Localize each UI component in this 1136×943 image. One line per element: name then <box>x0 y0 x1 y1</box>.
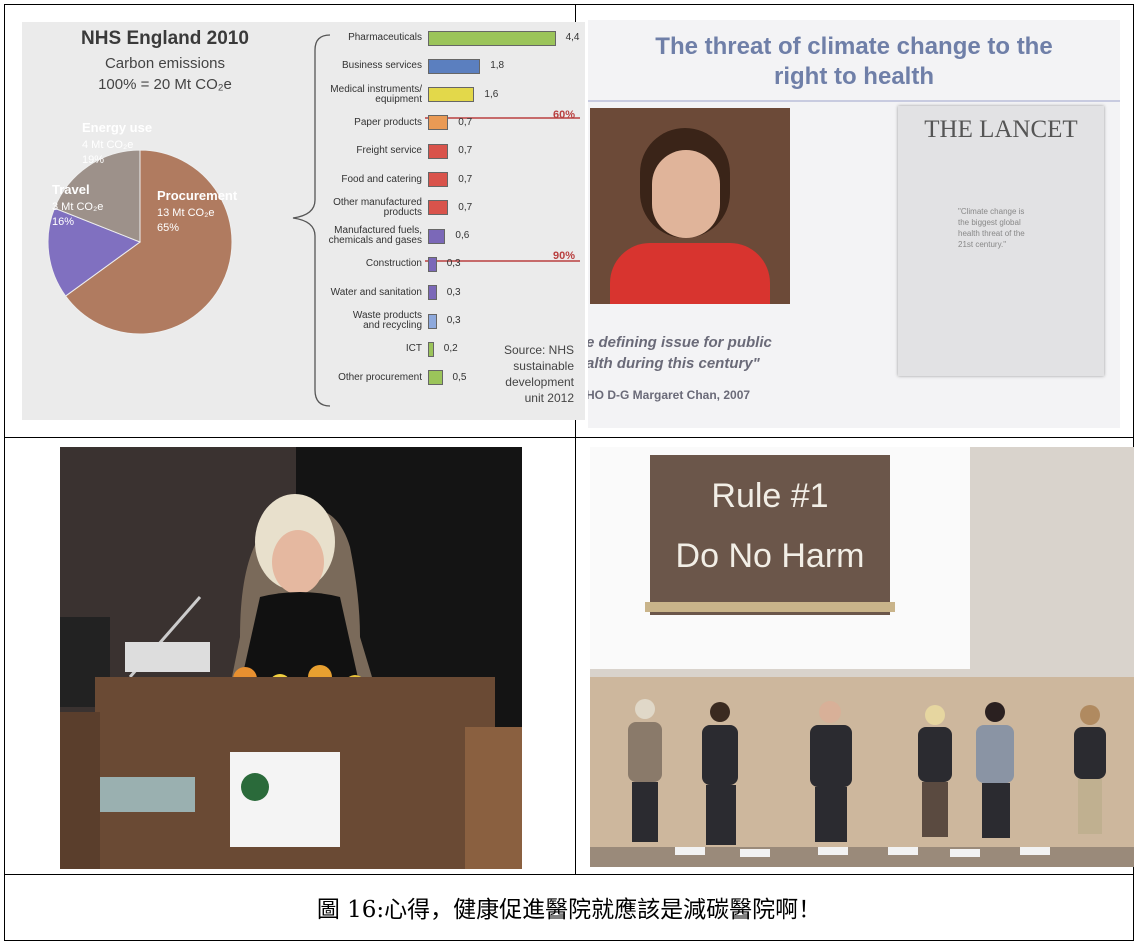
border <box>4 437 1134 438</box>
border <box>4 4 1134 5</box>
bar-label: Business services <box>342 61 422 71</box>
slice-amount: 3 Mt CO₂e <box>52 201 103 213</box>
bar-label: Waste products and recycling <box>353 311 422 331</box>
slide-title: The threat of climate change to the righ… <box>588 32 1120 92</box>
bar <box>428 200 448 215</box>
bar-label: Manufactured fuels, chemicals and gases <box>329 226 422 246</box>
slice-label: 16% <box>52 216 74 228</box>
bar-label: Construction <box>366 259 422 269</box>
ledge <box>645 602 895 612</box>
bar-label: ICT <box>406 344 422 354</box>
slice-amount: 4 Mt CO₂e <box>82 139 133 151</box>
value-label: 0,7 <box>458 202 472 213</box>
slice-name: Procurement <box>157 188 238 203</box>
bar-label: Medical instruments/ equipment <box>330 85 422 105</box>
chart-title: NHS England 2010 <box>81 28 249 49</box>
value-label: 1,8 <box>490 60 504 71</box>
bar <box>428 115 448 130</box>
value-label: 0,5 <box>453 372 467 383</box>
chart-subtitle: Carbon emissions <box>105 55 225 72</box>
bar <box>428 59 480 74</box>
slide: The threat of climate change to the righ… <box>588 20 1120 428</box>
slice-label: 65% <box>157 222 179 234</box>
value-label: 0,2 <box>444 343 458 354</box>
chalkboard: Rule #1 Do No Harm <box>650 455 890 615</box>
photo <box>590 108 790 304</box>
bar <box>428 257 437 272</box>
bar <box>428 229 445 244</box>
board-line: Do No Harm <box>650 537 890 576</box>
face <box>652 150 720 238</box>
attribution: HO D-G Margaret Chan, 2007 <box>588 388 750 402</box>
bar <box>428 342 434 357</box>
page: NHS England 2010 Carbon emissions 100% =… <box>0 0 1136 943</box>
slice-label: 19% <box>82 154 104 166</box>
bar <box>428 370 443 385</box>
photo <box>60 447 522 869</box>
bar-label: Other manufactured products <box>333 198 422 218</box>
journal-quote: "Climate change is the biggest global he… <box>958 206 1078 250</box>
board-line: Rule #1 <box>650 477 890 516</box>
value-label: 0,6 <box>455 230 469 241</box>
bar-label: Water and sanitation <box>331 288 422 298</box>
slice-name: Travel <box>52 182 90 197</box>
caption: 圖 16:心得，健康促進醫院就應該是減碳醫院啊！ <box>4 890 1134 924</box>
journal-name: THE LANCET <box>898 116 1104 144</box>
value-label: 4,4 <box>566 32 580 43</box>
annotation: 100% = 20 Mt CO₂e <box>98 76 232 93</box>
annotation: 90% <box>553 250 575 262</box>
bar <box>428 172 448 187</box>
jacket <box>610 243 770 304</box>
annotation: 60% <box>553 109 575 121</box>
bar-label: Food and catering <box>341 175 422 185</box>
value-label: 0,3 <box>447 287 461 298</box>
value-label: 0,7 <box>458 117 472 128</box>
value-label: 0,7 <box>458 174 472 185</box>
rule <box>588 100 1120 102</box>
bar-label: Paper products <box>354 118 422 128</box>
brace <box>293 35 330 406</box>
border <box>4 874 1134 875</box>
quote: e defining issue for public alth during … <box>588 332 772 374</box>
slice-amount: 13 Mt CO₂e <box>157 207 214 219</box>
bar <box>428 87 474 102</box>
photo: Rule #1 Do No Harm <box>590 447 1134 867</box>
bar <box>428 144 448 159</box>
pie-chart: NHS England 2010 Carbon emissions 100% =… <box>22 22 322 420</box>
border <box>4 4 5 941</box>
border <box>4 940 1134 941</box>
panel <box>590 697 1134 867</box>
journal-cover: THE LANCET "Climate change is the bigges… <box>898 106 1104 376</box>
bar-label: Freight service <box>356 146 422 156</box>
value-label: 0,3 <box>447 315 461 326</box>
source: Source: NHS sustainable development unit… <box>504 342 574 406</box>
value-label: 1,6 <box>484 89 498 100</box>
bar <box>428 31 556 46</box>
bar-label: Other procurement <box>338 373 422 383</box>
slice-name: Energy use <box>82 120 152 135</box>
bar <box>428 285 437 300</box>
bar-label: Pharmaceuticals <box>348 33 422 43</box>
bar <box>428 314 437 329</box>
value-label: 0,7 <box>458 145 472 156</box>
value-label: 0,3 <box>447 258 461 269</box>
